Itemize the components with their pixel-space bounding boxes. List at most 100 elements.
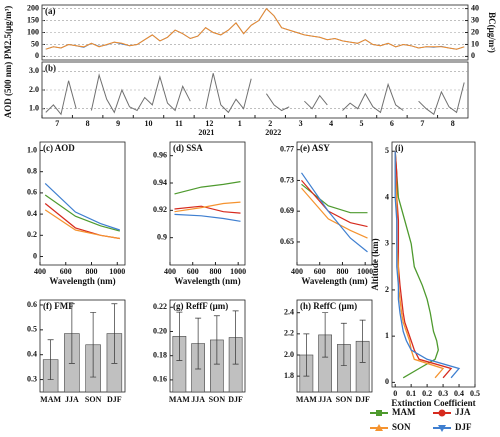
panel-title: (h) ReffC (μm) xyxy=(300,301,357,311)
y-axis-label: Altitude (km) xyxy=(370,238,380,290)
y-tick-label: 100 xyxy=(27,27,39,36)
x-axis-label: Wavelength (nm) xyxy=(301,276,367,286)
y-tick-label: 0.96 xyxy=(153,150,167,159)
y-tick-label: 200 xyxy=(27,3,39,12)
y-axis-label: PM2.5(μg/m³) xyxy=(3,6,13,60)
profile-line xyxy=(394,151,461,379)
error-bar xyxy=(322,312,329,358)
x-tick-label: 0.1 xyxy=(406,389,416,398)
month-label: 8 xyxy=(86,119,90,128)
y-tick-label: 0.92 xyxy=(153,205,167,214)
legend-marker xyxy=(376,410,382,416)
month-label: 7 xyxy=(420,119,424,128)
panel-title: (g) ReffF (μm) xyxy=(173,301,228,311)
x-tick-label: 800 xyxy=(336,267,348,276)
y-tick-label: 0.16 xyxy=(153,375,167,384)
series-line xyxy=(342,82,404,114)
y-tick-label: 3.0 xyxy=(29,66,39,75)
y-tick-label: 1.0 xyxy=(27,145,37,154)
x-tick-label: 600 xyxy=(314,267,326,276)
x-tick-label: 600 xyxy=(60,267,72,276)
series-line xyxy=(301,172,368,253)
y-tick-label: 5 xyxy=(385,146,389,155)
plot-frame xyxy=(296,141,373,266)
month-label: 1 xyxy=(238,119,242,128)
y2-axis-label: BC(μg/m³) xyxy=(487,12,497,53)
legend-label: JJA xyxy=(455,407,471,417)
y-tick-label: 0.6 xyxy=(27,188,37,197)
x-tick-label: 400 xyxy=(291,267,303,276)
x-tick-label: SON xyxy=(209,395,226,404)
plot-frame xyxy=(39,299,126,393)
x-tick-label: DJF xyxy=(355,395,370,404)
y-tick-label: 2.2 xyxy=(284,329,294,338)
month-label: 10 xyxy=(145,119,153,128)
x-tick-label: 0.3 xyxy=(438,389,448,398)
error-bar xyxy=(195,317,202,370)
profile-line xyxy=(394,151,439,379)
y-tick-label: 0 xyxy=(35,51,39,60)
y-tick-label: 0.69 xyxy=(280,206,294,215)
y-tick-label: 3 xyxy=(385,239,389,248)
x-tick-label: JJA xyxy=(65,395,79,404)
y2-tick-label: 40 xyxy=(471,3,479,12)
panel-title: (c) AOD xyxy=(43,143,75,153)
month-label: 9 xyxy=(116,119,120,128)
x-tick-label: 1000 xyxy=(109,267,125,276)
y-tick-label: 0.22 xyxy=(153,302,167,311)
month-label: 3 xyxy=(299,119,303,128)
series-line xyxy=(304,94,328,110)
x-tick-label: 1000 xyxy=(230,267,246,276)
y-tick-label: 1.8 xyxy=(284,371,294,380)
year-label: 2021 xyxy=(198,128,214,137)
series-line xyxy=(45,7,465,50)
x-axis-label: Wavelength (nm) xyxy=(174,276,240,286)
error-bar xyxy=(213,315,220,365)
y-tick-label: 0.5 xyxy=(27,325,37,334)
y2-tick-label: 10 xyxy=(471,39,479,48)
month-label: 11 xyxy=(175,119,183,128)
legend-label: MAM xyxy=(392,407,416,417)
x-axis-label: Extinction Coefficient xyxy=(391,398,475,408)
y-tick-label: 0.9 xyxy=(157,232,167,241)
month-label: 4 xyxy=(329,119,333,128)
x-tick-label: 0 xyxy=(393,389,397,398)
error-bar xyxy=(303,333,310,377)
legend-marker xyxy=(438,425,446,432)
series-line xyxy=(265,93,290,112)
x-tick-label: DJF xyxy=(107,395,122,404)
error-bar xyxy=(47,339,54,380)
y-tick-label: 0.4 xyxy=(27,209,37,218)
series-line xyxy=(174,205,241,214)
x-tick-label: 800 xyxy=(86,267,98,276)
series-line xyxy=(45,80,77,116)
plot-frame xyxy=(169,299,246,393)
plot-frame xyxy=(169,141,246,266)
profile-line xyxy=(394,151,445,379)
series-line xyxy=(174,213,241,222)
month-label: 2 xyxy=(268,119,272,128)
y-tick-label: 0.18 xyxy=(153,351,167,360)
legend-label: SON xyxy=(392,422,411,432)
y-tick-label: 0.2 xyxy=(27,230,37,239)
series-line xyxy=(45,7,465,50)
y-tick-label: 150 xyxy=(27,15,39,24)
y-tick-label: 1 xyxy=(385,331,389,340)
x-tick-label: 0.5 xyxy=(470,389,480,398)
series-line xyxy=(44,194,120,232)
y-tick-label: 1.0 xyxy=(29,103,39,112)
profile-line xyxy=(394,151,453,379)
y-tick-label: 2.4 xyxy=(284,308,294,317)
y-axis-label: AOD (500 nm) xyxy=(3,62,13,119)
series-line xyxy=(90,73,191,114)
y-tick-label: 0.94 xyxy=(153,178,167,187)
error-bar xyxy=(111,303,118,364)
y-tick-label: 2 xyxy=(385,285,389,294)
x-tick-label: 1000 xyxy=(357,267,373,276)
series-line xyxy=(301,180,368,228)
panel-title: (b) xyxy=(45,63,56,73)
x-tick-label: 800 xyxy=(209,267,221,276)
x-tick-label: SON xyxy=(336,395,353,404)
series-line xyxy=(44,182,120,231)
